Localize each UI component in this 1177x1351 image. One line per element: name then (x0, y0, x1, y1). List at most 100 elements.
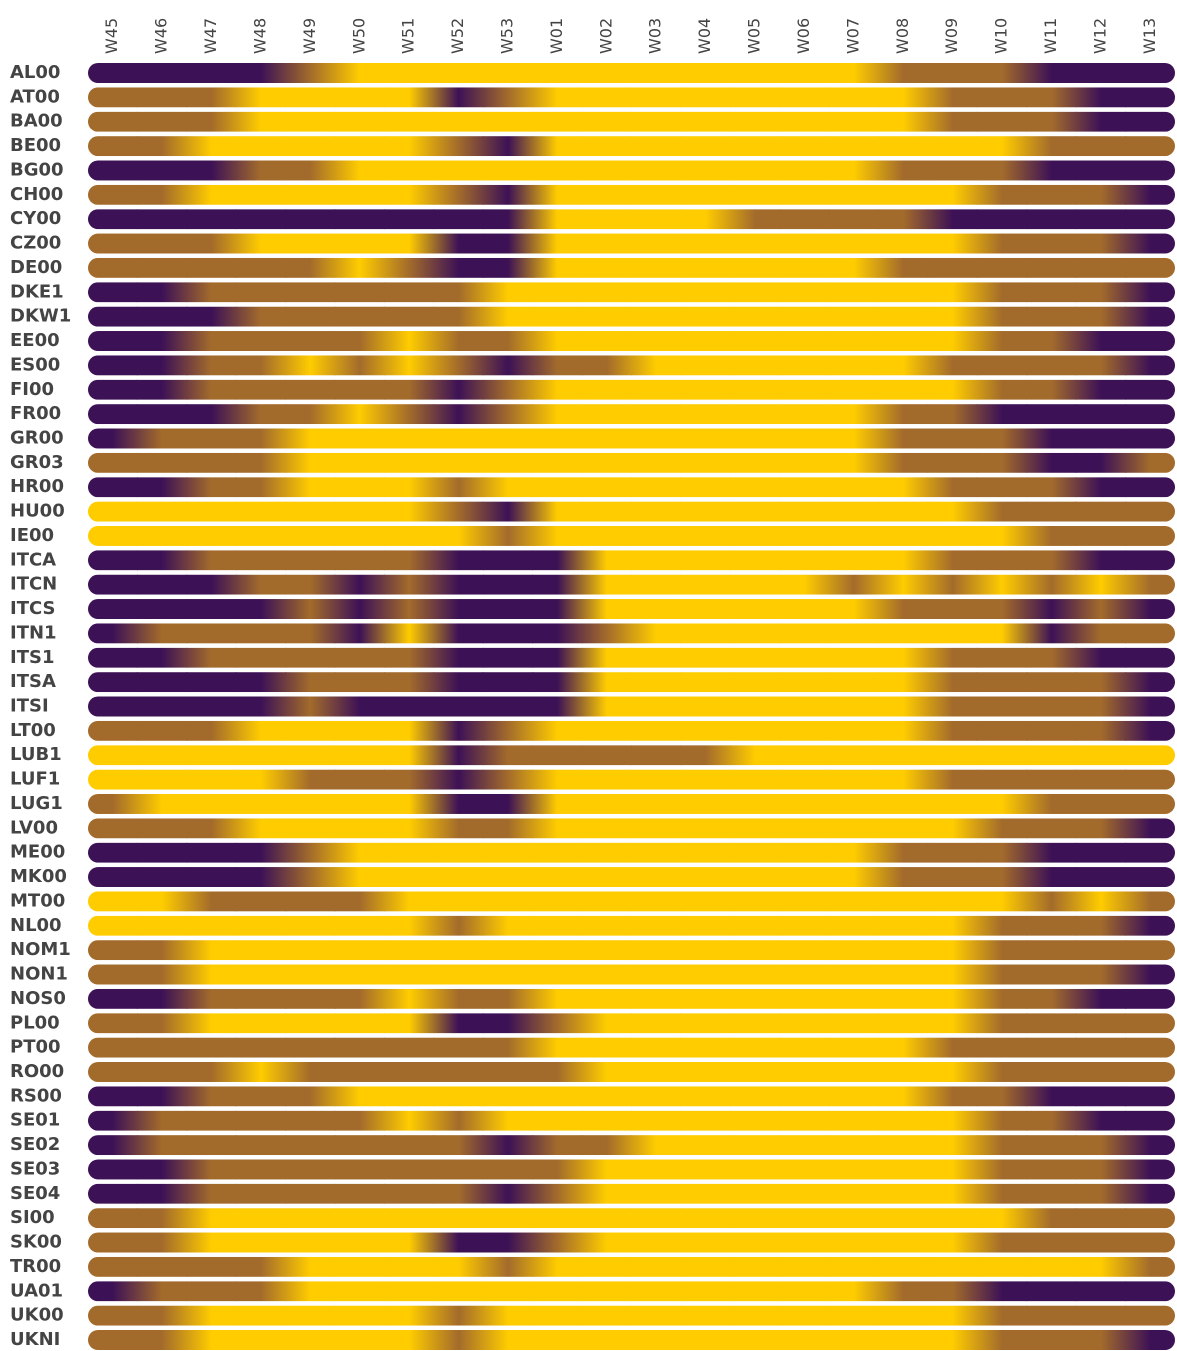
cell (729, 233, 781, 254)
cell (729, 160, 781, 181)
cell (136, 1330, 188, 1350)
cell (927, 1086, 978, 1107)
cell (433, 793, 484, 814)
cell (729, 793, 781, 814)
cell (482, 793, 534, 814)
cell (927, 1061, 978, 1082)
cell (334, 282, 385, 303)
cell (383, 501, 435, 522)
cell (1026, 1232, 1077, 1253)
cell (828, 1013, 880, 1034)
cell (976, 696, 1028, 717)
cell (927, 672, 978, 693)
cell (828, 891, 880, 912)
cell (285, 209, 336, 230)
cell (334, 257, 385, 278)
cell (927, 257, 978, 278)
cell (779, 1159, 830, 1180)
cell (383, 599, 435, 620)
cell (1075, 550, 1127, 571)
cell (482, 63, 534, 83)
column-label: W04 (695, 18, 714, 54)
cell (482, 915, 534, 936)
cell (1125, 257, 1175, 278)
cell (235, 379, 287, 400)
cell (285, 1061, 336, 1082)
cell (828, 282, 880, 303)
cell (235, 745, 287, 766)
cell (878, 988, 929, 1009)
cell (927, 550, 978, 571)
cell (631, 306, 682, 327)
cell (186, 306, 237, 327)
cell (878, 1135, 929, 1156)
cell (433, 720, 484, 741)
cell (1125, 1135, 1175, 1156)
cell (383, 720, 435, 741)
cell (779, 404, 830, 425)
cell (1075, 1281, 1127, 1302)
cell (631, 525, 682, 546)
cell (779, 1013, 830, 1034)
cell (976, 209, 1028, 230)
cell (1125, 647, 1175, 668)
row-label: DKW1 (10, 306, 71, 327)
row-label: NON1 (10, 964, 68, 985)
cell (1075, 184, 1127, 205)
cell (285, 1208, 336, 1229)
cell (186, 720, 237, 741)
cell (1026, 525, 1077, 546)
cell (383, 1110, 435, 1131)
cell (927, 867, 978, 888)
cell (878, 623, 929, 644)
cell (136, 745, 188, 766)
cell (136, 842, 188, 863)
cell (334, 623, 385, 644)
cell (729, 306, 781, 327)
cell (878, 599, 929, 620)
cell (779, 915, 830, 936)
cell (729, 1013, 781, 1034)
cell (285, 428, 336, 449)
cell (878, 793, 929, 814)
cell (828, 745, 880, 766)
cell (976, 404, 1028, 425)
cell (136, 720, 188, 741)
cell (927, 111, 978, 132)
cell (433, 574, 484, 595)
cell (729, 842, 781, 863)
cell (680, 574, 731, 595)
cell (927, 282, 978, 303)
cell (779, 550, 830, 571)
cell (186, 1086, 237, 1107)
cell (631, 867, 682, 888)
cell (729, 647, 781, 668)
cell (186, 1208, 237, 1229)
cell (779, 63, 830, 83)
cell (976, 1330, 1028, 1350)
cell (581, 793, 632, 814)
cell (532, 1232, 583, 1253)
cell (285, 1037, 336, 1058)
cell (88, 818, 138, 839)
cell (433, 672, 484, 693)
cell (779, 842, 830, 863)
cell (680, 1281, 731, 1302)
cell (285, 136, 336, 157)
cell (1125, 428, 1175, 449)
cell (334, 1208, 385, 1229)
cell (680, 1110, 731, 1131)
cell (680, 160, 731, 181)
cell (878, 1305, 929, 1326)
cell (1125, 1232, 1175, 1253)
cell (235, 672, 287, 693)
cell (334, 1159, 385, 1180)
cell (1026, 867, 1077, 888)
cell (334, 501, 385, 522)
cell (1125, 306, 1175, 327)
cell (334, 550, 385, 571)
cell (1026, 184, 1077, 205)
cell (334, 1256, 385, 1277)
cell (976, 623, 1028, 644)
cell (334, 87, 385, 108)
